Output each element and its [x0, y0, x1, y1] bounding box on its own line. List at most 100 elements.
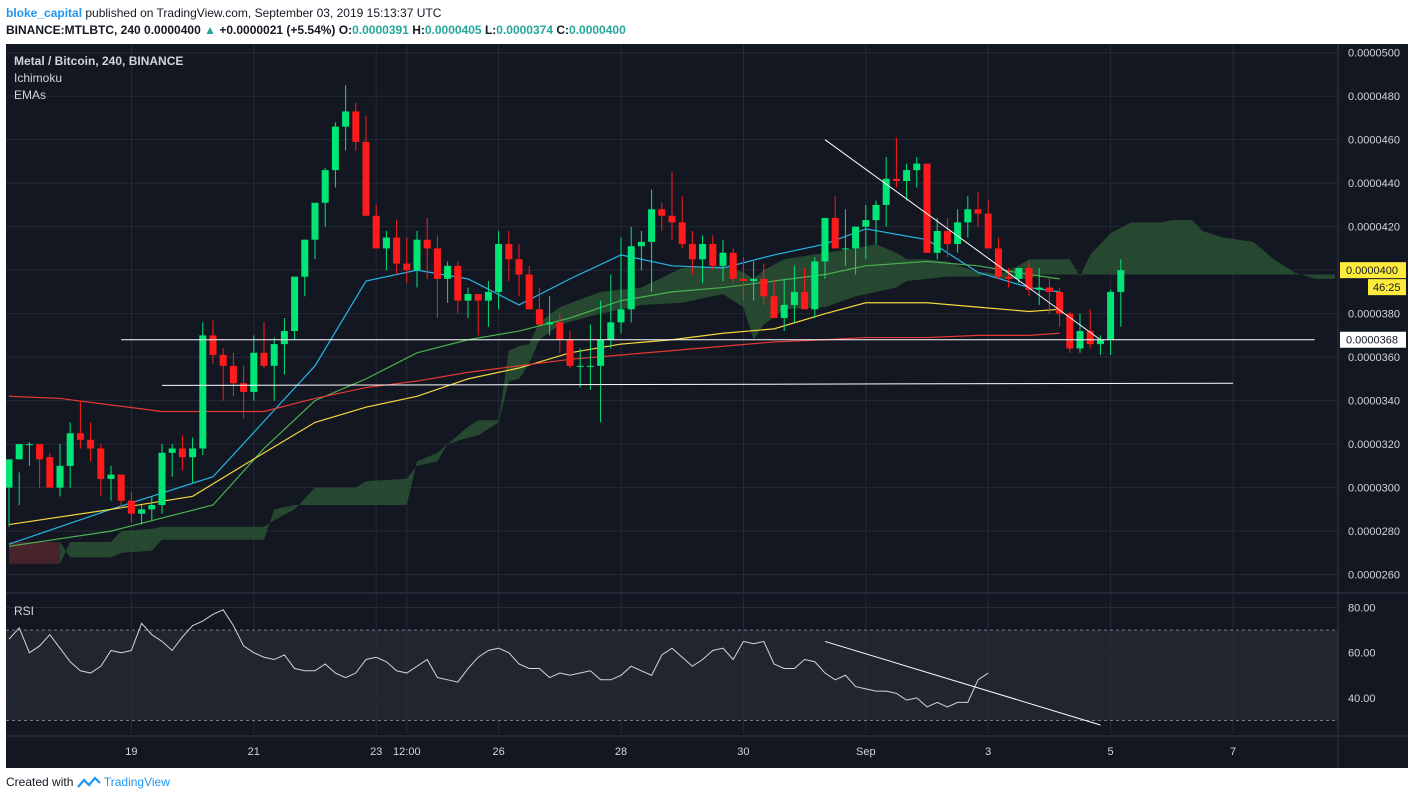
candle [393, 220, 401, 275]
candle [454, 261, 462, 314]
candle-body [229, 365, 237, 384]
candle [342, 85, 350, 151]
candle [515, 244, 523, 297]
candle [219, 348, 227, 401]
candle-body [1086, 331, 1094, 345]
candle [872, 200, 880, 245]
candle-body [903, 170, 911, 181]
candle [1035, 267, 1043, 305]
candle-body [291, 276, 299, 332]
candle-body [148, 505, 156, 510]
legend-ichimoku[interactable]: Ichimoku [14, 71, 62, 85]
cloud-segment [927, 259, 948, 279]
rsi-line [8, 609, 989, 708]
cloud-segment [468, 420, 479, 438]
cloud-segment [1131, 222, 1162, 275]
candle-body [250, 352, 258, 392]
candle-body [362, 141, 370, 216]
candle-body [1025, 267, 1033, 290]
candle-body [25, 444, 33, 446]
candle [1056, 287, 1064, 327]
candle [413, 231, 421, 288]
candle [882, 157, 890, 227]
candle-body [331, 126, 339, 171]
candle-body [841, 248, 849, 250]
candle [56, 444, 64, 497]
candle-body [882, 178, 890, 205]
ichimoku-cloud [9, 220, 1335, 564]
candle-body [464, 294, 472, 301]
candle-body [454, 265, 462, 301]
candle [15, 444, 23, 506]
candle-body [801, 291, 809, 310]
candle [127, 491, 135, 523]
ema_slow-line [8, 302, 1060, 526]
cloud-segment [1059, 259, 1070, 275]
candle-body [597, 339, 605, 366]
candle-body [678, 222, 686, 245]
last-price: 0.0000400 [144, 23, 201, 37]
candle-body [811, 261, 819, 310]
candle-body [933, 231, 941, 253]
candle [658, 202, 666, 232]
candle [933, 217, 941, 260]
candle-body [178, 448, 186, 458]
candle [199, 322, 207, 455]
cloud-segment [121, 528, 152, 553]
candle-body [209, 335, 217, 355]
cloud-segment [70, 541, 111, 558]
candle-body [770, 296, 778, 318]
time-tick-label: 23 [370, 746, 382, 758]
cloud-segment [855, 244, 876, 297]
chart-svg[interactable]: 0.0000500 0.0000480 0.0000460 0.0000440 0.00… [5, 44, 1408, 768]
candle-body [637, 241, 645, 247]
candle [852, 226, 860, 275]
candle [750, 261, 758, 301]
rsi-band [6, 630, 1338, 721]
candle [627, 226, 635, 323]
candle [1005, 267, 1013, 288]
candle [148, 496, 156, 521]
current-price-label: 0.0000400 [1346, 265, 1398, 277]
cloud-segment [447, 426, 468, 445]
candle [97, 444, 105, 497]
legend-emas[interactable]: EMAs [14, 88, 46, 102]
chart-area[interactable]: 0.0000500 0.0000480 0.0000460 0.0000440 0.00… [5, 44, 1408, 768]
candle-body [495, 244, 503, 292]
candle-body [525, 274, 533, 310]
trend-lines [121, 139, 1315, 386]
time-tick-label: 5 [1108, 746, 1114, 758]
candle-body [280, 331, 288, 345]
cloud-segment [478, 420, 499, 436]
author-link[interactable]: bloke_capital [6, 6, 83, 20]
cloud-segment [406, 461, 417, 506]
candle-body [862, 220, 870, 227]
candle-body [36, 444, 44, 460]
candle-body [240, 383, 248, 392]
candle-body [260, 352, 268, 366]
time-tick-label: 7 [1230, 746, 1236, 758]
cloud-segment [151, 526, 162, 551]
candle-body [474, 294, 482, 301]
trend-line [161, 382, 1234, 386]
candle [46, 452, 54, 488]
open-label: O: [338, 23, 353, 37]
rsi-pane [6, 609, 1338, 726]
cloud-segment [274, 505, 295, 521]
symbol-label: BINANCE:MTLBTC, 240 [6, 23, 141, 37]
legend-rsi[interactable]: RSI [14, 604, 34, 618]
cloud-segment [60, 541, 71, 564]
cloud-segment [529, 322, 540, 364]
tradingview-brand[interactable]: TradingView [103, 775, 170, 789]
cloud-segment [1192, 220, 1203, 275]
ohlc-bar: BINANCE:MTLBTC, 240 0.0000400 ▲ +0.00000… [6, 23, 626, 37]
candle [464, 287, 472, 318]
candle-body [219, 354, 227, 366]
cloud-segment [825, 248, 856, 308]
time-tick-label: 30 [737, 746, 749, 758]
candle [444, 261, 452, 303]
change-arrow: ▲ [204, 23, 216, 37]
countdown-label: 46:25 [1373, 282, 1401, 294]
candle-body [913, 163, 921, 171]
price-tick-label: 0.0000320 [1348, 439, 1400, 451]
